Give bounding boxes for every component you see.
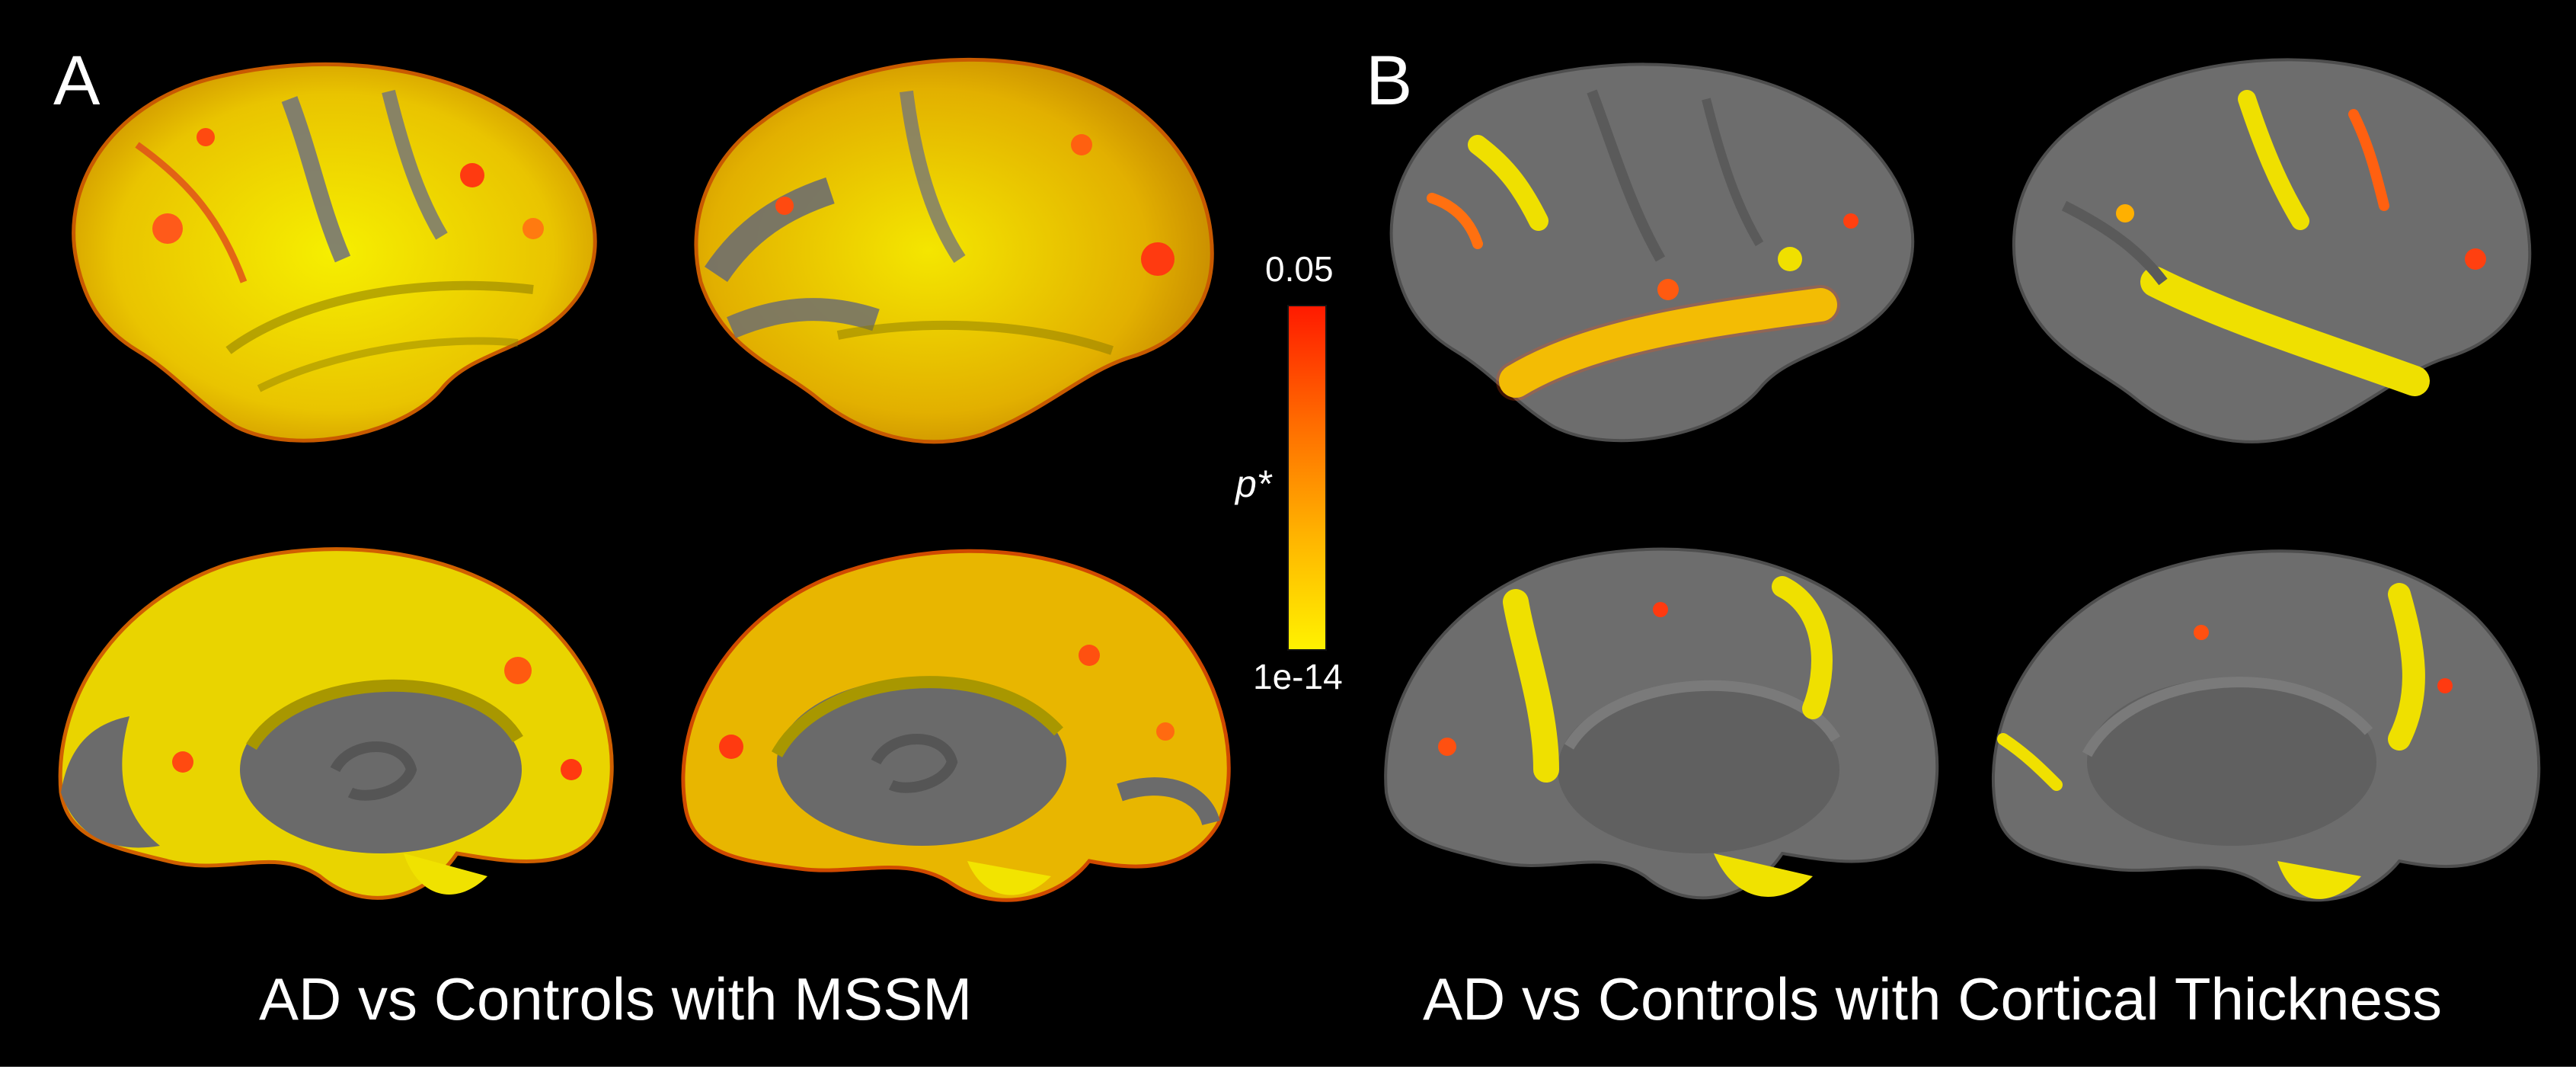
panel-b-label: B xyxy=(1366,42,1413,120)
colorbar xyxy=(1287,305,1327,651)
panel-a-caption: AD vs Controls with MSSM xyxy=(259,965,973,1032)
colorbar-min-label: 1e-14 xyxy=(1253,657,1343,696)
panel-a-label: A xyxy=(53,42,101,120)
panel-b-caption: AD vs Controls with Cortical Thickness xyxy=(1423,965,2442,1032)
brain-b-medial-right xyxy=(1973,518,2552,914)
colorbar-max-label: 0.05 xyxy=(1265,249,1334,289)
brain-a-lateral-right xyxy=(655,30,1234,457)
brain-a-medial-right xyxy=(663,518,1242,914)
colorbar-title: p* xyxy=(1235,463,1272,505)
brain-a-lateral-left xyxy=(46,30,625,457)
brain-b-lateral-right xyxy=(1973,30,2552,457)
brain-a-medial-left xyxy=(46,518,632,914)
brain-b-medial-left xyxy=(1371,518,1958,914)
brain-b-lateral-left xyxy=(1363,30,1942,457)
